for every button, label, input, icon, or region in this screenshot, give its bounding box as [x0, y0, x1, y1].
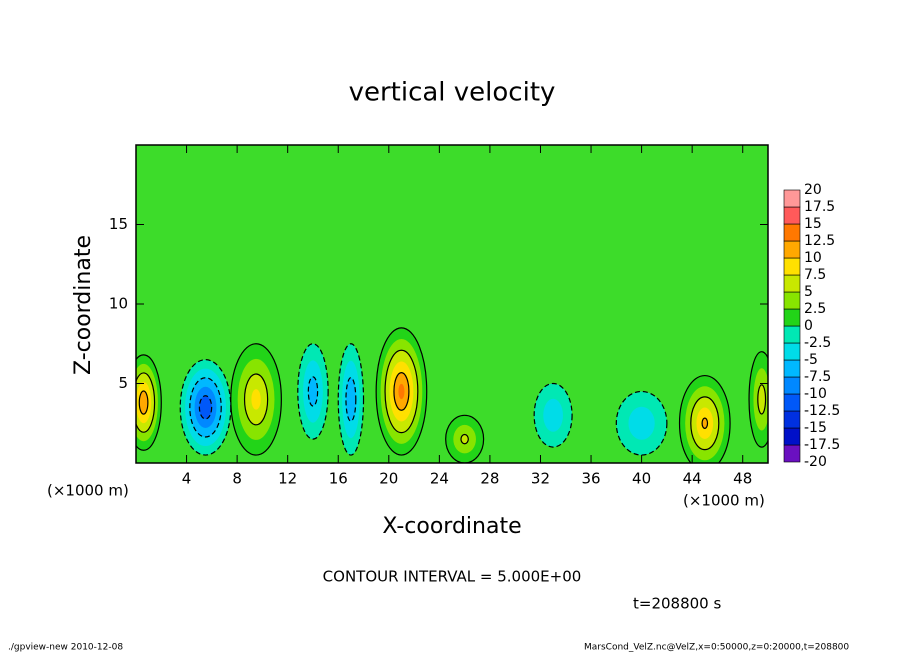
colorbar-label: 0: [804, 318, 813, 334]
anomaly: [533, 382, 573, 448]
x-axis-label: X-coordinate: [382, 514, 521, 539]
x-unit: (×1000 m): [683, 492, 765, 510]
contour-fill: [701, 417, 709, 429]
colorbar-label: -20: [804, 454, 827, 470]
colorbar-cell: [783, 206, 801, 225]
colorbar-label: 15: [804, 216, 822, 232]
y-axis-label: Z-coordinate: [71, 235, 96, 375]
colorbar-cell: [783, 291, 801, 310]
chart-title: vertical velocity: [349, 78, 556, 108]
contour-fill: [198, 395, 213, 420]
anomaly: [375, 327, 428, 456]
y-tick-label: 10: [109, 295, 128, 313]
anomaly: [748, 351, 768, 448]
y-tick-label: 15: [109, 215, 128, 233]
colorbar-cell: [783, 257, 801, 276]
x-tick-label: 20: [379, 470, 398, 488]
contour-fill: [345, 377, 357, 422]
anomaly: [297, 343, 329, 440]
colorbar-label: 17.5: [804, 199, 835, 215]
x-tick-label: 8: [232, 470, 242, 488]
y-tick-label: 5: [118, 374, 128, 392]
x-tick-label: 16: [329, 470, 348, 488]
x-tick-label: 4: [182, 470, 192, 488]
contour-note: CONTOUR INTERVAL = 5.000E+00: [323, 568, 582, 586]
colorbar-cell: [783, 189, 801, 208]
anomaly: [445, 414, 485, 463]
contour-fill: [307, 376, 319, 407]
time-label: t=208800 s: [633, 595, 721, 613]
contour-fill: [138, 390, 149, 415]
anomaly: [337, 343, 365, 456]
colorbar-cell: [783, 274, 801, 293]
colorbar-label: 5: [804, 284, 813, 300]
colorbar-label: -2.5: [804, 335, 831, 351]
colorbar-cell: [783, 393, 801, 412]
colorbar-label: 7.5: [804, 267, 826, 283]
colorbar-cell: [783, 308, 801, 327]
contour-fill: [398, 383, 405, 400]
x-unit: (×1000 m): [47, 482, 129, 500]
colorbar-label: -10: [804, 386, 827, 402]
contour-fill: [543, 398, 563, 432]
contour-fill: [757, 384, 767, 415]
colorbar-cell: [783, 359, 801, 378]
x-tick-label: 40: [632, 470, 651, 488]
colorbar-cell: [783, 376, 801, 395]
colorbar-cell: [783, 410, 801, 429]
x-tick-label: 44: [683, 470, 702, 488]
x-tick-label: 28: [480, 470, 499, 488]
x-tick-label: 32: [531, 470, 550, 488]
anomaly: [179, 359, 232, 456]
colorbar-cell: [783, 427, 801, 446]
colorbar-label: 20: [804, 182, 822, 198]
colorbar-cell: [783, 444, 801, 463]
plot-area: [136, 327, 768, 463]
x-tick-label: 24: [430, 470, 449, 488]
contour-fill: [460, 433, 469, 445]
colorbar-label: -12.5: [804, 403, 840, 419]
colorbar-label: -5: [804, 352, 818, 368]
contour-fill: [628, 406, 655, 440]
x-tick-label: 12: [278, 470, 297, 488]
colorbar-cell: [783, 325, 801, 344]
anomaly: [678, 374, 731, 463]
colorbar-label: -7.5: [804, 369, 831, 385]
contour-fill: [251, 389, 261, 410]
anomaly: [615, 390, 668, 456]
colorbar-cell: [783, 342, 801, 361]
anomaly: [136, 354, 162, 451]
x-tick-label: 48: [733, 470, 752, 488]
colorbar-label: 10: [804, 250, 822, 266]
colorbar-label: -15: [804, 420, 827, 436]
x-tick-label: 36: [581, 470, 600, 488]
colorbar-label: 12.5: [804, 233, 835, 249]
anomaly: [230, 343, 282, 456]
footer: MarsCond_VelZ.nc@VelZ,x=0:50000,z=0:2000…: [584, 643, 849, 653]
colorbar-label: -17.5: [804, 437, 840, 453]
colorbar-cell: [783, 240, 801, 259]
colorbar-cell: [783, 223, 801, 242]
footer: ./gpview-new 2010-12-08: [8, 643, 123, 653]
colorbar-label: 2.5: [804, 301, 826, 317]
